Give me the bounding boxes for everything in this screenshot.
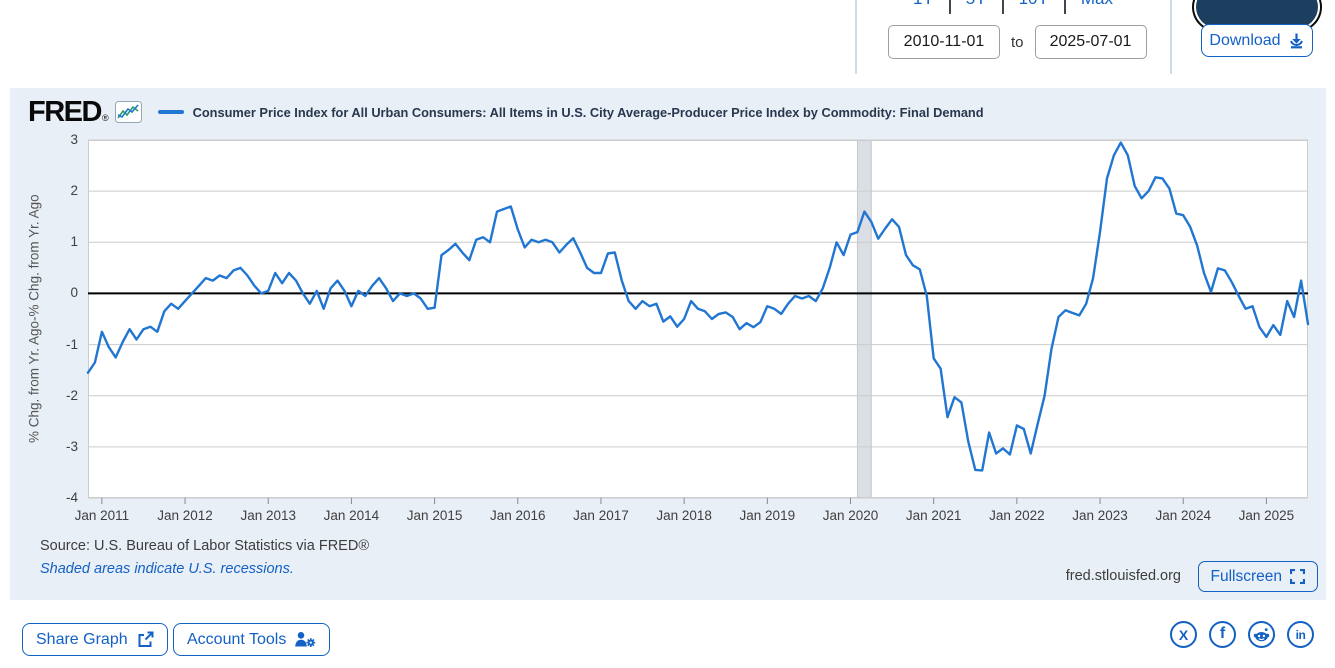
fred-logo-registered-mark: ®	[101, 113, 109, 123]
share-graph-button[interactable]: Share Graph	[22, 623, 168, 656]
facebook-icon[interactable]: f	[1209, 621, 1236, 648]
range-button-5y[interactable]: 5Y	[951, 0, 1002, 14]
dark-pill-button[interactable]	[1196, 0, 1318, 28]
account-tools-icon	[295, 632, 316, 647]
plot-border	[88, 140, 1308, 498]
series-legend-marker	[157, 110, 184, 114]
date-range-controls: to	[888, 25, 1147, 59]
range-button-10y[interactable]: 10Y	[1004, 0, 1064, 14]
fullscreen-icon	[1290, 569, 1305, 584]
fullscreen-button[interactable]: Fullscreen	[1197, 561, 1318, 592]
reddit-icon[interactable]	[1248, 621, 1275, 648]
x-axis-label: Jan 2014	[323, 508, 380, 523]
series-title: Consumer Price Index for All Urban Consu…	[192, 104, 984, 120]
download-button[interactable]: Download	[1201, 24, 1313, 57]
fullscreen-label: Fullscreen	[1210, 567, 1283, 585]
account-tools-button[interactable]: Account Tools	[173, 623, 331, 656]
x-axis-label: Jan 2017	[573, 508, 629, 523]
recessions-link[interactable]: Shaded areas indicate U.S. recessions.	[40, 561, 294, 577]
range-separator	[1063, 0, 1066, 14]
range-button-1y[interactable]: 1Y	[898, 0, 949, 14]
x-axis-label: Jan 2024	[1155, 508, 1211, 523]
date-range-to-label: to	[1011, 33, 1024, 51]
start-date-input[interactable]	[888, 25, 1000, 59]
x-axis-label: Jan 2018	[656, 508, 712, 523]
range-separator	[948, 0, 951, 14]
x-axis-label: Jan 2011	[74, 508, 130, 523]
end-date-input[interactable]	[1034, 25, 1147, 59]
x-axis-label: Jan 2022	[989, 508, 1045, 523]
y-axis-label: 0	[70, 285, 78, 301]
data-line	[86, 141, 1310, 472]
download-icon	[1289, 33, 1303, 49]
x-axis-label: Jan 2015	[406, 508, 463, 523]
share-icon	[138, 631, 154, 647]
graph-widget: FRED ® Consumer Price Index for All Urba…	[10, 88, 1326, 600]
y-axis-label: 3	[70, 132, 78, 147]
x-axis-label: Jan 2019	[739, 508, 796, 523]
y-axis-label: 2	[70, 183, 78, 199]
y-axis-label: -2	[65, 387, 78, 403]
fred-logo[interactable]: FRED	[28, 96, 102, 128]
toolbar-divider-right	[1170, 0, 1172, 74]
range-selector: 1Y5Y10YMax	[898, 0, 1128, 14]
x-axis-label: Jan 2023	[1072, 508, 1128, 523]
x-axis-label: Jan 2025	[1238, 508, 1295, 523]
top-toolbar: 1Y5Y10YMax to Download	[0, 0, 1335, 78]
x-axis-label: Jan 2021	[905, 508, 962, 523]
source-text: Source: U.S. Bureau of Labor Statistics …	[40, 538, 370, 554]
y-axis-label: -4	[65, 490, 78, 505]
account-tools-label: Account Tools	[187, 630, 287, 648]
toolbar-divider-left	[855, 0, 857, 74]
range-separator	[1001, 0, 1004, 14]
fred-logo-chart-icon	[114, 101, 142, 123]
recession-band	[857, 140, 872, 498]
share-graph-label: Share Graph	[36, 630, 128, 648]
x-axis-label: Jan 2013	[240, 508, 296, 523]
graph-header: FRED ® Consumer Price Index for All Urba…	[28, 97, 984, 127]
x-axis-label: Jan 2016	[489, 508, 546, 523]
download-label: Download	[1209, 31, 1281, 49]
linkedin-icon[interactable]: in	[1287, 621, 1314, 648]
y-axis-label: 1	[70, 234, 78, 250]
x-axis-label: Jan 2020	[822, 508, 879, 523]
y-axis-label: -1	[65, 336, 78, 352]
site-url: fred.stlouisfed.org	[1065, 568, 1181, 584]
plot-area[interactable]	[86, 139, 1310, 504]
range-button-max[interactable]: Max	[1066, 0, 1128, 14]
x-axis-label: Jan 2012	[157, 508, 213, 523]
y-axis-label: -3	[65, 438, 78, 454]
x-icon[interactable]: X	[1170, 621, 1197, 648]
